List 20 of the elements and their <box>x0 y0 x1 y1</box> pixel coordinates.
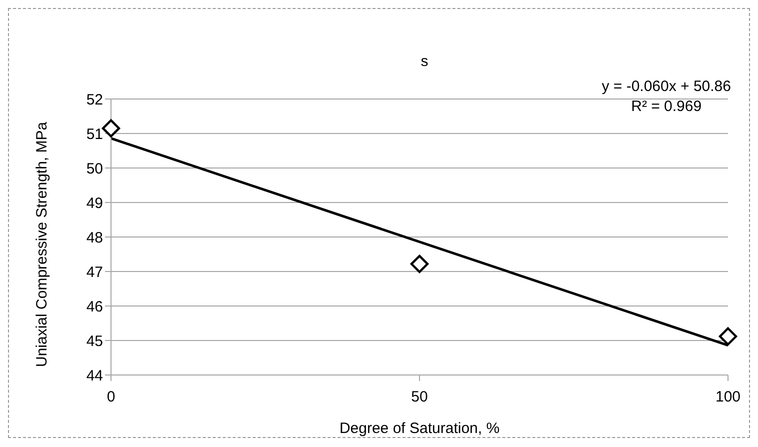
y-tick-label: 49 <box>86 194 103 212</box>
x-tick-label: 100 <box>715 388 741 406</box>
y-tick-label: 52 <box>86 91 103 108</box>
y-tick-label: 45 <box>86 332 103 350</box>
point <box>718 327 738 346</box>
y-tick-label: 51 <box>86 126 103 143</box>
y-tick-label: 46 <box>86 298 103 316</box>
y-tick-label: 50 <box>86 160 103 178</box>
point <box>410 254 429 274</box>
y-axis-title: Uniaxial Compressive Strength, MPa <box>33 121 50 367</box>
chart-title: s <box>420 53 430 70</box>
annotation: R² = 0.969 <box>630 97 703 117</box>
x-axis-title: Degree of Saturation, % <box>339 420 500 437</box>
text: y = -0.060x + 50.86 <box>602 77 731 97</box>
point <box>102 119 120 138</box>
x-tick-label: 50 <box>411 388 428 406</box>
y-tick-label: 47 <box>86 264 103 281</box>
x-tick-label: 0 <box>106 388 116 406</box>
y-tick-label: 48 <box>86 229 103 246</box>
y-tick-label: 44 <box>86 367 103 384</box>
